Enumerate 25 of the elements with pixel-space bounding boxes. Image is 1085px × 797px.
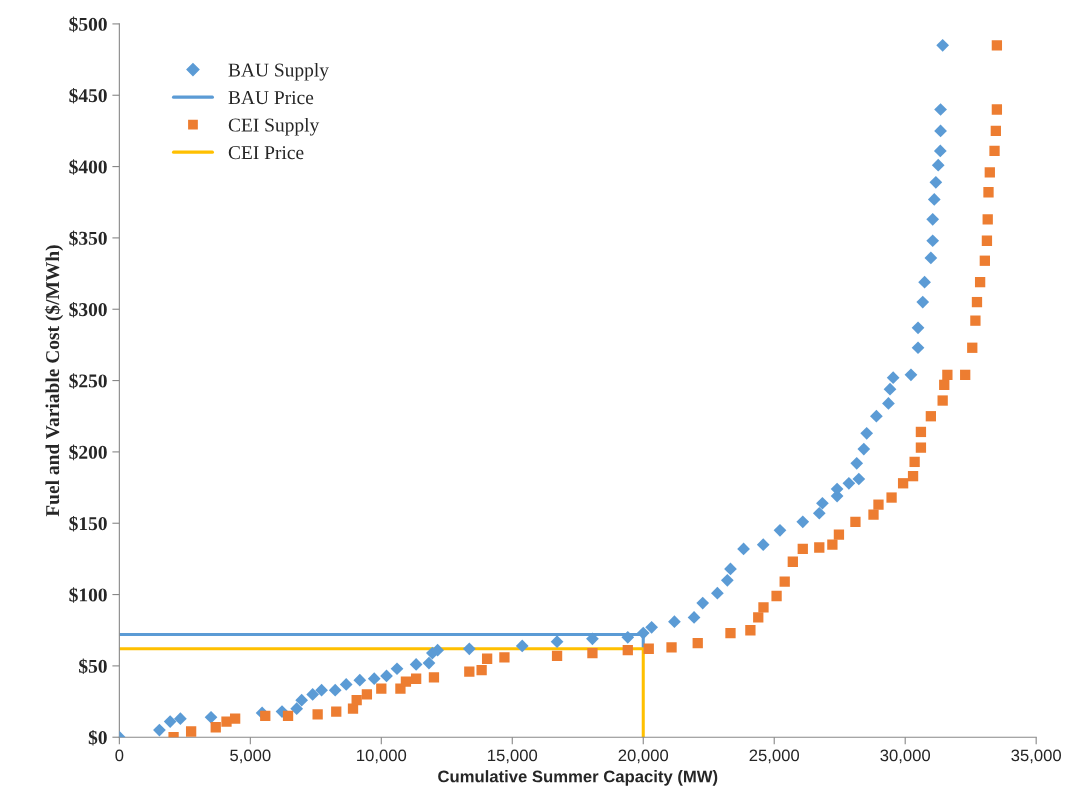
legend-label: BAU Supply: [228, 62, 329, 81]
legend-label: CEI Supply: [228, 117, 320, 136]
y-tick-label: $300: [69, 301, 107, 318]
y-tick-label: $400: [69, 159, 107, 175]
y-tick-label: $250: [69, 373, 107, 389]
x-tick-label: 5,000: [230, 749, 271, 764]
legend-label: CEI Price: [228, 146, 304, 160]
x-tick-label: 30,000: [880, 749, 931, 764]
y-tick-label: $500: [69, 16, 107, 33]
x-tick-label: 35,000: [1011, 749, 1062, 764]
y-tick-label: $150: [69, 515, 107, 532]
x-tick-label: 25,000: [749, 749, 800, 764]
x-tick-label: 15,000: [488, 749, 538, 764]
y-tick-label: $0: [88, 729, 107, 746]
y-tick-label: $100: [69, 587, 107, 603]
x-tick-label: 10,000: [357, 749, 407, 764]
y-tick-label: $200: [69, 444, 107, 461]
x-axis-title: Cumulative Summer Capacity (MW): [438, 770, 718, 786]
y-tick-label: $450: [69, 87, 107, 104]
y-tick-label: $50: [79, 658, 107, 675]
x-tick-label: 20,000: [618, 749, 669, 764]
y-axis-title: Fuel and Variable Cost ($/MWh): [44, 245, 64, 517]
legend-label: BAU Price: [228, 91, 314, 105]
x-tick-label: 0: [115, 749, 124, 762]
y-tick-label: $350: [69, 230, 107, 247]
